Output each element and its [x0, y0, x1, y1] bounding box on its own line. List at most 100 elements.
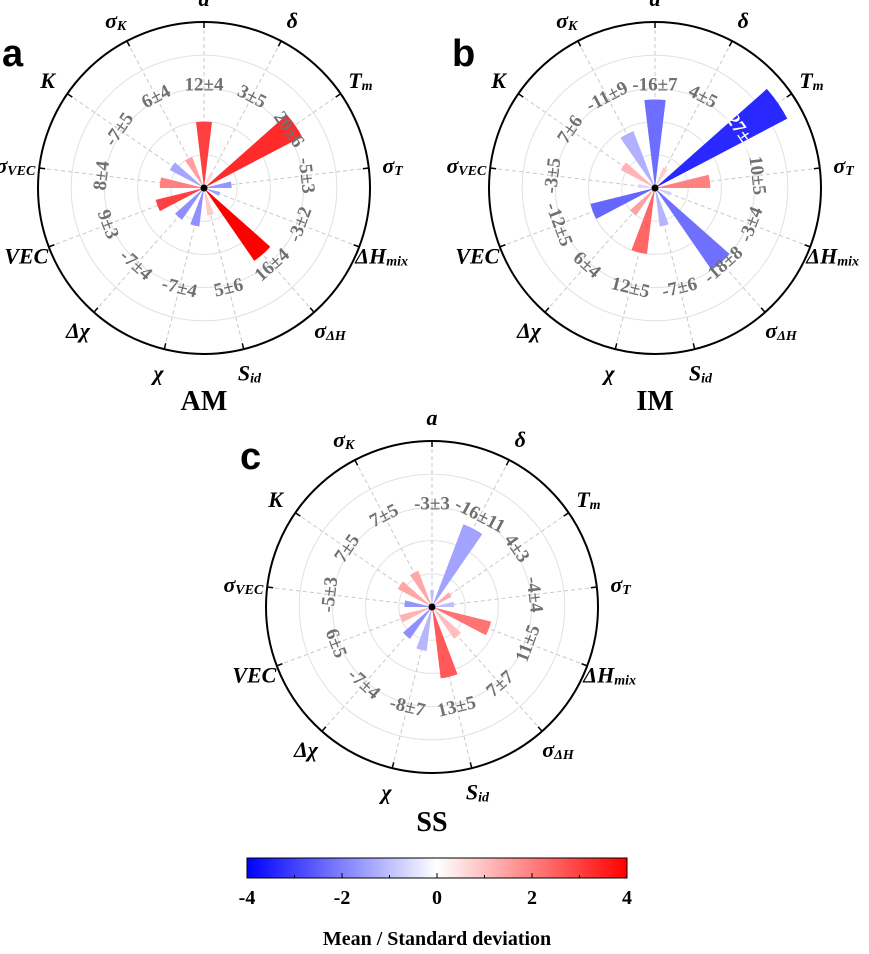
value-label: -12±5: [541, 200, 577, 250]
category-label: δ: [515, 426, 526, 451]
bar-a: [429, 590, 435, 607]
category-label: σK: [333, 426, 356, 452]
category-label: σK: [105, 7, 128, 33]
category-label-main: σ: [382, 153, 395, 178]
grid-ring: [70, 54, 338, 322]
panel-letter: b: [452, 33, 475, 75]
category-label-main: χ: [150, 360, 164, 385]
category-label-main: δ: [515, 426, 526, 451]
category-label: Sid: [238, 360, 262, 386]
category-label-sub: K: [344, 437, 356, 452]
axis-tick: [241, 343, 245, 350]
value-label: 6±4: [569, 247, 605, 283]
axis-tick: [577, 40, 582, 47]
bar-s_id: [655, 188, 669, 227]
bar-σ_δh: [655, 188, 730, 270]
colorbar-title: Mean / Standard deviation: [323, 928, 551, 950]
value-label: -7±5: [100, 109, 138, 150]
category-label: K: [490, 68, 507, 93]
category-label-main: σ: [765, 318, 778, 343]
axis-tick: [163, 343, 167, 350]
category-label: K: [39, 68, 56, 93]
category-label-main: σ: [542, 737, 555, 762]
bar-δh_mix: [204, 188, 221, 196]
axis-tick: [490, 167, 497, 170]
category-label-sub: mix: [386, 254, 408, 269]
colorbar-tick-label: -2: [334, 887, 351, 909]
category-label-main: ΔH: [582, 662, 615, 687]
panel-title: SS: [416, 807, 447, 838]
grid-ring: [298, 473, 566, 741]
category-label: σVEC: [446, 153, 487, 179]
category-label: σΔH: [765, 318, 798, 344]
value-label: -11±9: [583, 77, 632, 116]
axis-tick: [469, 762, 473, 769]
value-label: 12±4: [185, 75, 224, 96]
axis-tick: [277, 40, 282, 47]
category-label: ΔHmix: [805, 243, 859, 269]
category-label: σΔH: [542, 737, 575, 763]
plot-area: 12±4 3±520±6-5±3-3±216±45±6-7±4-7±49±38±4…: [0, 0, 408, 386]
value-label: 7±5: [330, 530, 364, 566]
bar-k: [397, 581, 432, 607]
panel-title: AM: [181, 386, 228, 417]
category-label: χ: [378, 779, 392, 804]
bar-s_id: [432, 607, 458, 679]
category-label-main: a: [427, 405, 438, 430]
category-label-main: a: [199, 0, 210, 11]
plot-area: -3±3 -16±114±3 -4±4 11±57±713±5 -8±7-7±46±5 -…: [223, 405, 636, 805]
bar-δh_mix: [432, 607, 492, 636]
bar-t_m: [655, 88, 788, 188]
category-label: Tm: [348, 68, 372, 94]
category-label-sub: mix: [614, 673, 636, 688]
value-label: 4±3: [500, 530, 534, 566]
panel-letter: c: [240, 436, 261, 478]
category-label-main: K: [490, 68, 507, 93]
bar-t_m: [432, 592, 452, 607]
center-dot: [200, 184, 208, 192]
axis-tick: [563, 512, 570, 517]
category-label-main: σ: [105, 7, 118, 32]
axis-tick: [581, 663, 588, 667]
category-label-main: VEC: [455, 243, 499, 268]
category-label: ΔHmix: [582, 662, 636, 688]
value-label: 13±5: [435, 692, 478, 722]
grid-ring: [398, 573, 466, 641]
axis-tick: [505, 459, 510, 466]
bar-s_id: [204, 188, 214, 216]
colorbar-ticks: -4 -2 0 2 4: [239, 873, 632, 909]
value-label: -5±3: [294, 157, 319, 195]
bar-σ_k: [620, 131, 655, 188]
category-label-sub: ΔH: [776, 329, 798, 344]
category-label: Tm: [799, 68, 823, 94]
category-label: σT: [610, 572, 632, 598]
bar-δh_mix: [655, 188, 672, 196]
bar-δ: [432, 524, 483, 607]
category-label-sub: id: [478, 790, 490, 805]
category-label: VEC: [455, 243, 499, 268]
category-label-sub: VEC: [235, 583, 264, 598]
category-label-sub: T: [394, 164, 404, 179]
category-label: K: [267, 487, 284, 512]
colorbar: -4 -2 0 2 4 Mean / Standard deviation: [239, 857, 632, 950]
axis-tick: [309, 307, 315, 313]
axis-tick: [499, 244, 506, 248]
axis-tick: [276, 663, 283, 667]
value-label: -5±3: [317, 576, 342, 614]
axis-tick: [728, 40, 733, 47]
category-label-main: σ: [833, 153, 846, 178]
colorbar-tick-label: 4: [622, 887, 632, 909]
bar-χ: [631, 188, 655, 254]
category-label-main: K: [39, 68, 56, 93]
center-dot: [651, 184, 659, 192]
value-label: -4±4: [522, 576, 547, 615]
category-label-main: Δχ: [293, 737, 319, 762]
value-label: -7±4: [159, 273, 199, 302]
category-label: Sid: [466, 779, 490, 805]
category-label-main: Δχ: [516, 318, 542, 343]
category-label-main: χ: [378, 779, 392, 804]
category-label: χ: [601, 360, 615, 385]
bar-σ_t: [655, 174, 711, 188]
polar-chart-ss: -3±3 -16±114±3 -4±4 11±57±713±5 -8±7-7±46±5 -…: [223, 405, 636, 839]
axis-tick: [537, 726, 543, 732]
